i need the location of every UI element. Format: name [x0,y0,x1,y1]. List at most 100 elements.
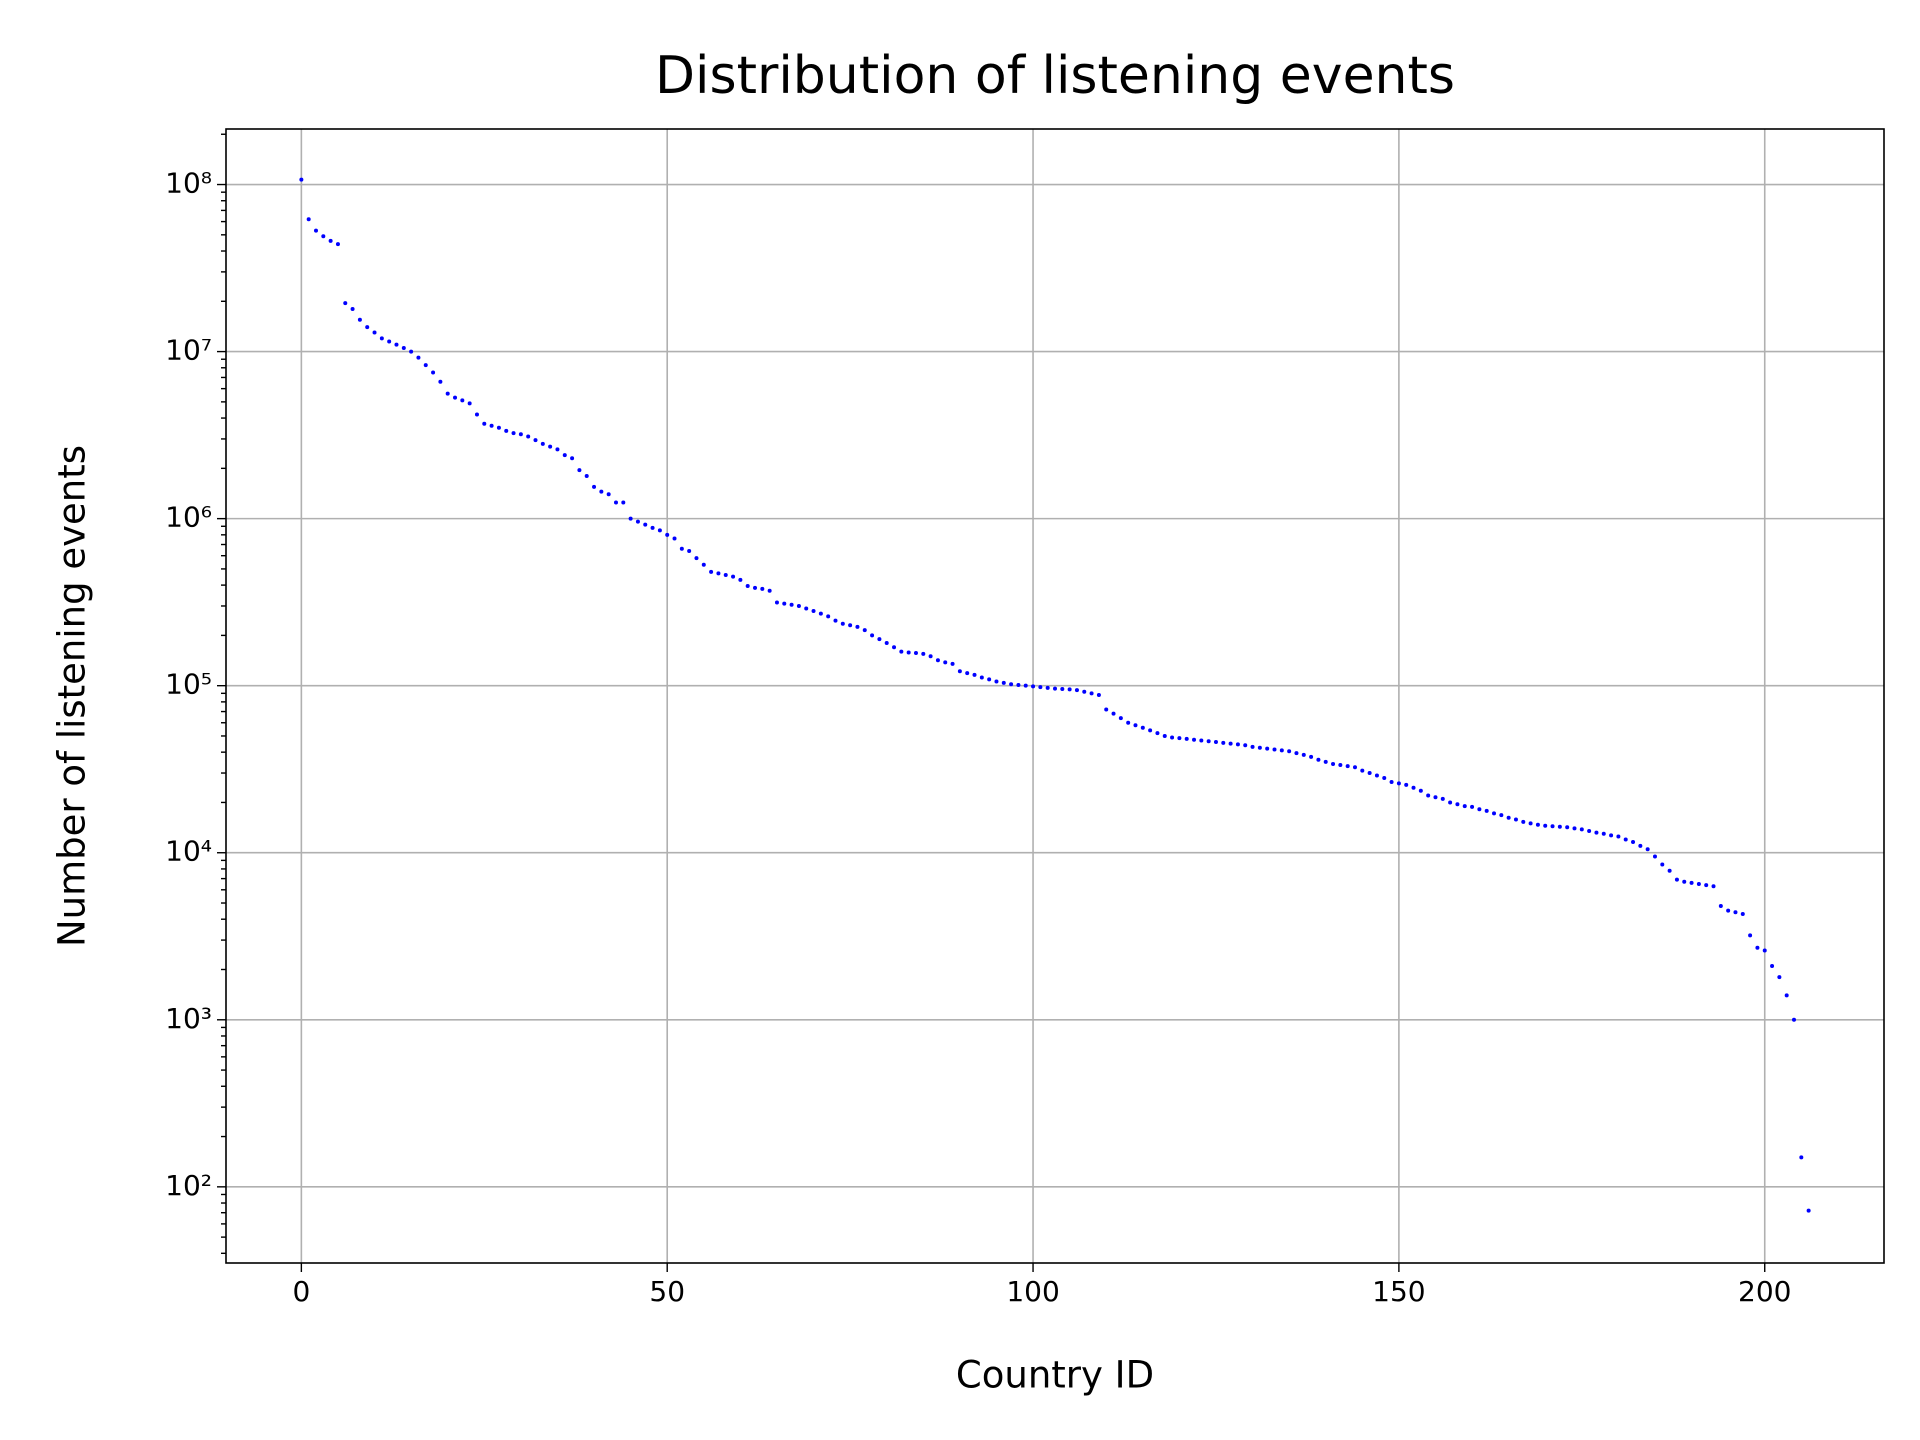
point [533,438,538,443]
point [1521,819,1526,824]
y-axis-label: Number of listening events [51,445,94,947]
point [628,516,633,521]
point [892,645,897,650]
point [738,577,743,582]
point [935,658,940,663]
point [1455,802,1460,807]
point [599,489,604,494]
point [1089,691,1094,696]
point [657,528,662,533]
point [1645,847,1650,852]
point [723,572,728,577]
point [1250,744,1255,749]
point [1404,782,1409,787]
x-tick-label: 50 [649,1275,685,1308]
point [562,453,567,458]
point [606,492,611,497]
point [394,342,399,347]
point [321,234,326,239]
point [1287,749,1292,754]
point [401,346,406,351]
point [1023,683,1028,688]
point [453,395,458,400]
point [774,600,779,605]
point [731,574,736,579]
point [1243,743,1248,748]
point [1448,800,1453,805]
point [1418,788,1423,793]
point [438,379,443,384]
point [365,325,370,330]
point [1550,824,1555,829]
point [1535,822,1540,827]
point [445,391,450,396]
point [1345,764,1350,769]
point [409,349,414,354]
point [826,614,831,619]
point [1213,740,1218,745]
point [1126,720,1131,725]
point [577,468,582,473]
point [767,588,772,593]
point [1770,963,1775,968]
point [921,651,926,656]
plot-frame [225,128,1885,1264]
point [870,633,875,638]
point [1331,761,1336,766]
ticks: 0 50 100 150 200 10² 10³ 10⁴ 10⁵ 10⁶ 10⁷ 10⁸ [165,133,1791,1308]
point [1689,880,1694,885]
point [1755,945,1760,950]
point [650,525,655,530]
point [1177,736,1182,741]
point [855,624,860,629]
point [343,301,348,306]
point [1440,796,1445,801]
point [1162,733,1167,738]
point [928,654,933,659]
point [1674,877,1679,882]
point [1155,731,1160,736]
point [621,500,626,505]
point [950,661,955,666]
point [782,601,787,606]
point [1118,716,1123,721]
point [1309,754,1314,759]
point [1257,745,1262,750]
point [1199,738,1204,743]
grid [226,129,1884,1263]
point [1513,817,1518,822]
point [1206,739,1211,744]
point [1477,807,1482,812]
point [1601,831,1606,836]
point [862,628,867,633]
point [1301,752,1306,757]
point [979,675,984,680]
x-tick-label: 200 [1738,1275,1791,1308]
point [372,330,377,335]
point [1762,948,1767,953]
point [957,669,962,674]
point [1733,910,1738,915]
point [299,177,304,182]
point [760,586,765,591]
point [592,484,597,489]
point [1001,680,1006,685]
point [1382,776,1387,781]
y-tick-label: 10³ [165,1002,212,1035]
point [1426,793,1431,798]
point [1111,711,1116,716]
point [1221,740,1226,745]
point [906,650,911,655]
point [1170,735,1175,740]
point [745,584,750,589]
point [877,637,882,642]
point [796,603,801,608]
point [416,355,421,360]
point [840,621,845,626]
point [1660,862,1665,867]
point [1360,768,1365,773]
point [1631,839,1636,844]
point [884,641,889,646]
